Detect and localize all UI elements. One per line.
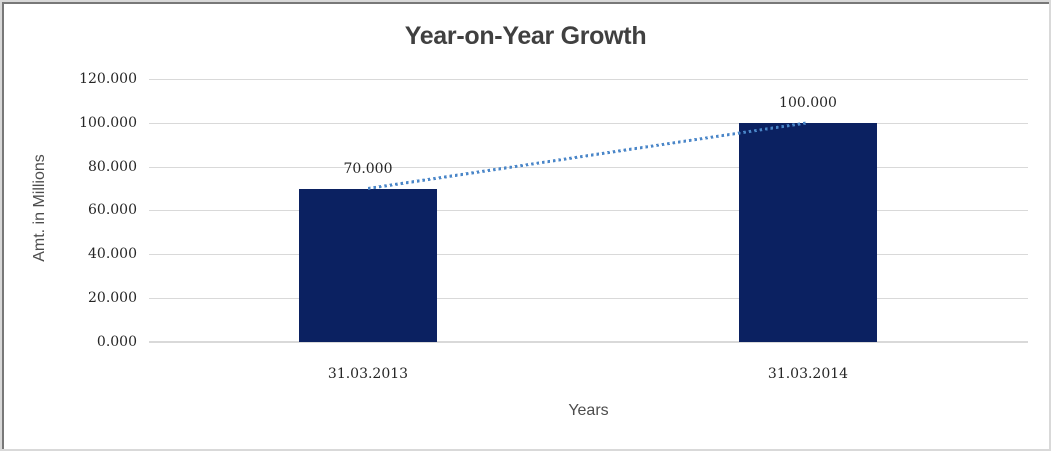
bar-2013	[299, 188, 437, 342]
gridline-40	[149, 254, 1028, 255]
y-axis-title: Amt. in Millions	[31, 154, 48, 262]
y-tick-label: 0.000	[96, 334, 137, 350]
bar-2014	[739, 122, 877, 342]
data-label-2014: 100.000	[779, 94, 837, 111]
y-tick-label: 20.000	[88, 290, 137, 306]
y-tick-label: 60.000	[88, 202, 137, 218]
data-label-2013: 70.000	[343, 160, 393, 177]
gridline-120	[149, 79, 1028, 80]
x-category-label-2013: 31.03.2013	[327, 366, 409, 382]
y-tick-label: 80.000	[88, 159, 137, 175]
chart-title: Year-on-Year Growth	[404, 22, 647, 50]
y-tick-label: 100.000	[79, 115, 137, 131]
x-axis-title: Years	[568, 402, 609, 419]
gridline-60	[149, 210, 1028, 211]
gridline-20	[149, 298, 1028, 299]
y-tick-label: 40.000	[88, 246, 137, 262]
x-axis-baseline	[149, 341, 1028, 343]
y-tick-label: 120.000	[79, 71, 137, 87]
gridline-100	[149, 123, 1028, 124]
x-category-label-2014: 31.03.2014	[767, 366, 849, 382]
gridline-80	[149, 167, 1028, 168]
